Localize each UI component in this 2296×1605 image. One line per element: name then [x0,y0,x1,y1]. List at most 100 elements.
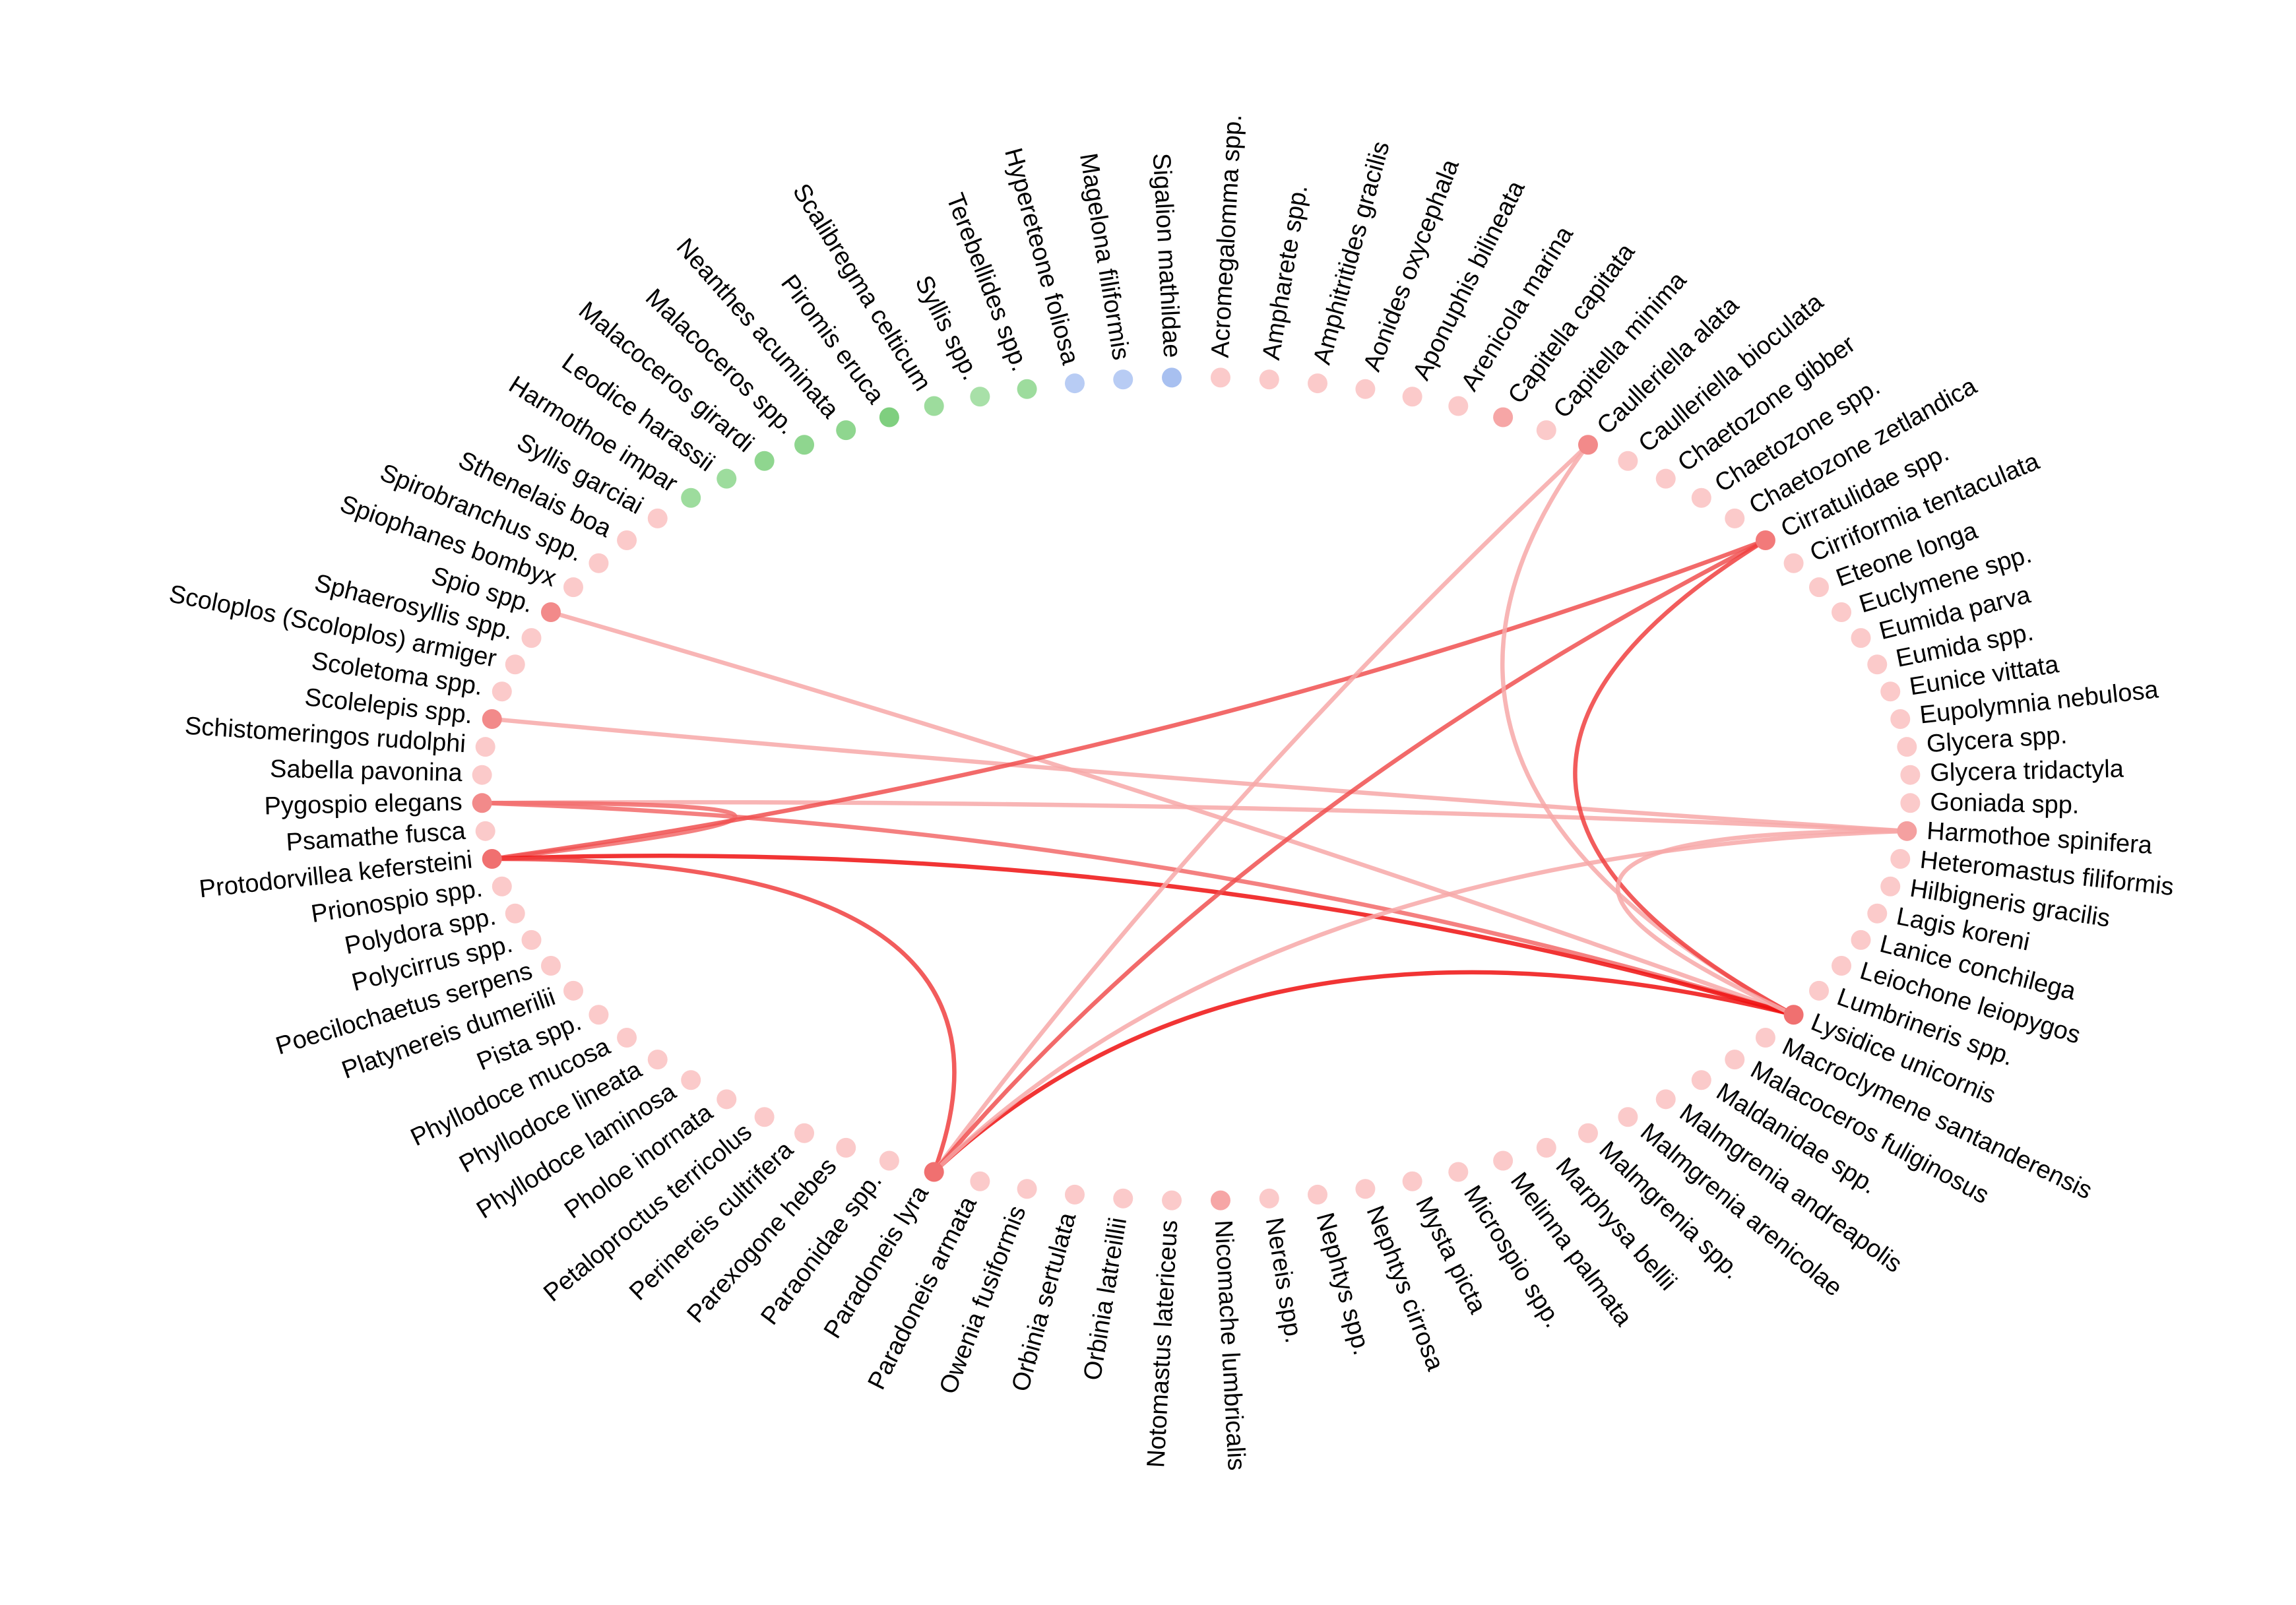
node-label: Goniada spp. [1930,788,2080,819]
edge [492,716,1907,834]
edge [932,970,1795,1174]
node [1308,1184,1328,1205]
node-label: Nephtys spp. [1311,1210,1376,1358]
edge [932,829,1907,1174]
node [1017,379,1037,399]
node [589,1005,609,1025]
node [970,1171,990,1191]
node-label: Notomastus latericeus [1142,1219,1183,1468]
node [879,407,899,427]
node [1851,929,1871,950]
node [617,530,637,550]
node-label: Glycera spp. [1926,721,2068,758]
edge [1573,538,1795,1017]
node [1210,367,1230,388]
node [1618,451,1638,471]
node [1578,1123,1598,1143]
node [681,1070,701,1090]
node [1900,765,1921,785]
node [1210,1190,1230,1211]
node [1536,420,1556,441]
node [1897,821,1917,841]
edge [1616,829,1907,1017]
node [1725,508,1745,528]
edge [482,800,1907,834]
node [1448,396,1469,416]
node [1890,849,1911,869]
node [1162,1190,1182,1211]
node [1725,1050,1745,1070]
node [1448,1162,1469,1182]
node [1655,468,1676,489]
node [1355,379,1376,399]
node [521,929,542,950]
node [472,793,492,813]
node [970,387,990,407]
node [540,602,561,623]
node [794,1123,815,1143]
node [1017,1179,1037,1199]
node [754,451,775,471]
node [879,1150,899,1171]
node [1493,407,1514,427]
node [589,553,609,573]
edge [550,610,1795,1017]
node [1113,1188,1133,1209]
node [1783,1005,1804,1025]
node [1783,553,1804,573]
node [1355,1179,1376,1199]
node [794,435,815,455]
node [1402,1171,1422,1191]
node [1162,367,1182,388]
node [924,396,944,416]
node-label: Sabella pavonina [270,755,463,787]
node [1890,708,1911,729]
edge [482,800,738,862]
node [836,420,856,441]
node [1900,793,1921,813]
node-label: Pygospio elegans [264,788,462,820]
node-label: Acromegalomma spp. [1207,113,1248,358]
node [521,628,542,648]
node [563,577,583,598]
edge [492,538,1767,862]
node [717,1089,737,1110]
node [1493,1150,1514,1171]
node [492,681,512,702]
node [1259,369,1279,390]
node [482,708,502,729]
node [1578,435,1598,455]
node [1832,602,1852,623]
node [1755,1028,1775,1048]
node [482,849,502,869]
node [1880,876,1901,897]
nodes: Acromegalomma spp. Ampharete spp.Amphitri… [167,113,2175,1471]
node [924,1162,944,1182]
node [717,468,737,489]
node [1655,1089,1676,1110]
node [647,508,668,528]
node [1536,1137,1556,1158]
edges [482,443,1907,1174]
edge [932,443,1590,1174]
node [617,1028,637,1048]
node [1851,628,1871,648]
edge [492,854,1795,1017]
node-label: Ampharete spp. [1258,183,1313,362]
node [472,765,492,785]
node [1832,955,1852,976]
node-label: Nicomache lumbricalis [1209,1219,1250,1471]
edge [482,801,1795,1017]
node [1259,1188,1279,1209]
node [475,821,495,841]
node [1867,654,1888,675]
node [1064,1184,1085,1205]
node [492,876,512,897]
node [1618,1107,1638,1127]
node-label: Nereis spp. [1260,1216,1308,1345]
node [505,903,525,924]
node [1308,373,1328,394]
node [1402,387,1422,407]
